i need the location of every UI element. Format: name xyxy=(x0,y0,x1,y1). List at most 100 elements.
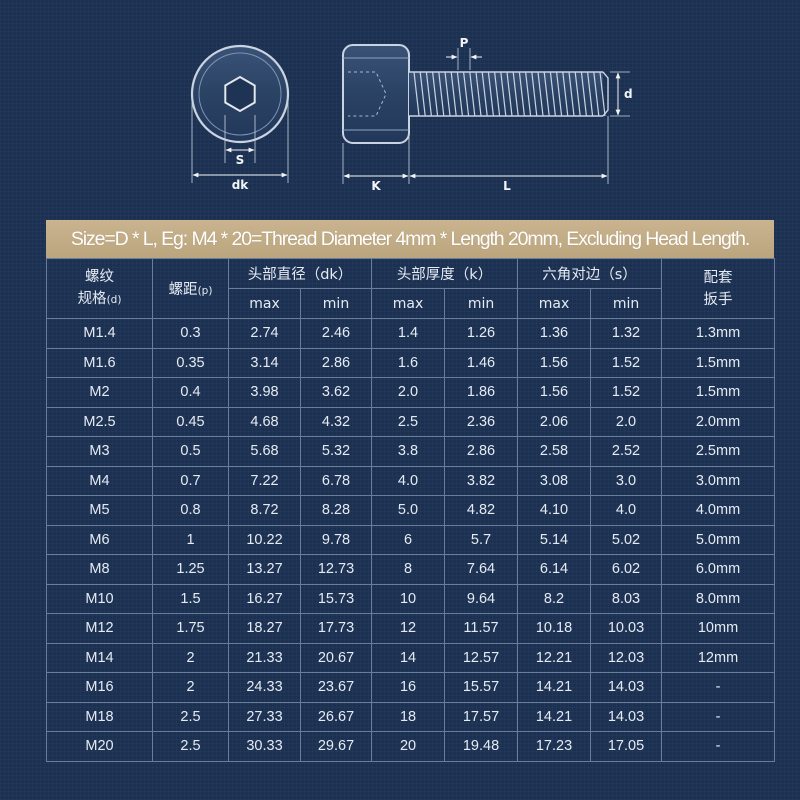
table-row: M12 1.75 18.27 17.73 12 11.57 10.18 10.03 10mm xyxy=(46,613,776,644)
thread-line xyxy=(494,71,501,117)
table-row: M2.5 0.45 4.68 4.32 2.5 2.36 2.06 2.0 2.0mm xyxy=(46,406,776,437)
table-cell: 7.22 xyxy=(228,465,301,496)
table-cell: 5.68 xyxy=(228,436,301,467)
header-head-diameter: 头部直径（dk） xyxy=(227,258,373,289)
table-cell: 4.68 xyxy=(228,406,301,437)
table-cell: 2.36 xyxy=(444,406,519,437)
table-body: M1.4 0.3 2.74 2.46 1.4 1.26 1.36 1.32 1.3mm M1.6 0… xyxy=(46,318,776,762)
thread-line xyxy=(419,71,426,117)
table-cell: 5.32 xyxy=(299,436,373,467)
table-cell: 10.22 xyxy=(228,524,301,555)
table-cell: 10.18 xyxy=(517,613,592,644)
screw-dimension-diagram: S dk P d K L xyxy=(190,36,633,193)
table-cell: 0.8 xyxy=(152,495,229,526)
k-label: K xyxy=(371,179,381,193)
thread-line xyxy=(593,71,600,117)
table-cell: 6.0mm xyxy=(661,554,776,585)
l-label: L xyxy=(503,179,511,193)
table-cell: 1.36 xyxy=(517,318,592,349)
table-cell: 2.5 xyxy=(371,406,446,437)
d-label: d xyxy=(624,87,633,101)
thread-line xyxy=(425,71,432,117)
table-cell: 2.86 xyxy=(444,436,519,467)
table-cell: M8 xyxy=(46,554,153,585)
table-cell: 2.0 xyxy=(590,406,663,437)
thread-line xyxy=(469,71,476,117)
table-row: M10 1.5 16.27 15.73 10 9.64 8.2 8.03 8.0mm xyxy=(46,583,776,614)
table-cell: 4.0mm xyxy=(661,495,776,526)
table-cell: - xyxy=(661,731,776,762)
table-cell: 30.33 xyxy=(228,731,301,762)
thread-line xyxy=(432,71,439,117)
table-cell: 9.78 xyxy=(299,524,373,555)
thread-line xyxy=(556,71,563,117)
table-cell: 8.2 xyxy=(517,583,592,614)
table-cell: 0.5 xyxy=(152,436,229,467)
header-wrench: 配套 扳手 xyxy=(661,258,776,319)
table-cell: 26.67 xyxy=(299,701,373,732)
table-cell: 15.57 xyxy=(444,672,519,703)
table-cell: 1.25 xyxy=(152,554,229,585)
table-row: M2 0.4 3.98 3.62 2.0 1.86 1.56 1.52 1.5mm xyxy=(46,377,776,408)
table-cell: 3.98 xyxy=(228,377,301,408)
table-cell: 0.3 xyxy=(152,318,229,349)
table-cell: 1.5mm xyxy=(661,377,776,408)
table-cell: 6.02 xyxy=(590,554,663,585)
table-cell: 12.57 xyxy=(444,642,519,673)
dk-label: dk xyxy=(232,178,250,192)
table-cell: 13.27 xyxy=(228,554,301,585)
table-row: M5 0.8 8.72 8.28 5.0 4.82 4.10 4.0 4.0mm xyxy=(46,495,776,526)
table-cell: 2 xyxy=(152,672,229,703)
table-cell: 16 xyxy=(371,672,446,703)
table-cell: 14.21 xyxy=(517,672,592,703)
screw-side-view: P d K L xyxy=(342,36,633,193)
thread-line xyxy=(450,71,457,117)
header-hex-across-flats: 六角对边（s） xyxy=(517,258,663,289)
table-cell: 3.8 xyxy=(371,436,446,467)
table-cell: 2.46 xyxy=(299,318,373,349)
table-cell: 2.74 xyxy=(228,318,301,349)
table-cell: 8.28 xyxy=(299,495,373,526)
thread-line xyxy=(475,71,482,117)
s-label: S xyxy=(236,153,245,167)
thread-line xyxy=(580,71,587,117)
head-top-view: S dk xyxy=(190,44,290,192)
table-cell: M1.4 xyxy=(46,318,153,349)
table-cell: 3.14 xyxy=(228,347,301,378)
table-cell: 24.33 xyxy=(228,672,301,703)
thread-line xyxy=(456,71,463,117)
thread-line xyxy=(512,71,519,117)
table-cell: - xyxy=(661,672,776,703)
table-cell: 14.03 xyxy=(590,672,663,703)
table-row: M3 0.5 5.68 5.32 3.8 2.86 2.58 2.52 2.5mm xyxy=(46,436,776,467)
thread-line xyxy=(543,71,550,117)
table-cell: 0.4 xyxy=(152,377,229,408)
table-cell: 4.0 xyxy=(590,495,663,526)
screw-spec-table: 螺纹 规格(d) 螺距(p) 头部直径（dk） 头部厚度（k） 六角对边（s） 配… xyxy=(46,258,776,762)
thread-line xyxy=(531,71,538,117)
thread-line xyxy=(463,71,470,117)
table-cell: 1.5mm xyxy=(661,347,776,378)
table-cell: 23.67 xyxy=(299,672,373,703)
table-cell: 27.33 xyxy=(228,701,301,732)
table-cell: M16 xyxy=(46,672,153,703)
table-cell: 0.35 xyxy=(152,347,229,378)
table-cell: 12mm xyxy=(661,642,776,673)
thread-line xyxy=(500,71,507,117)
thread-line xyxy=(487,71,494,117)
table-cell: M14 xyxy=(46,642,153,673)
table-cell: 2.58 xyxy=(517,436,592,467)
table-cell: 0.45 xyxy=(152,406,229,437)
table-cell: 5.0mm xyxy=(661,524,776,555)
table-cell: M2.5 xyxy=(46,406,153,437)
table-cell: 1.52 xyxy=(590,347,663,378)
table-cell: M18 xyxy=(46,701,153,732)
table-cell: 8.03 xyxy=(590,583,663,614)
table-cell: 1.26 xyxy=(444,318,519,349)
table-row: M1.6 0.35 3.14 2.86 1.6 1.46 1.56 1.52 1.5mm xyxy=(46,347,776,378)
table-cell: 1.56 xyxy=(517,347,592,378)
table-cell: 15.73 xyxy=(299,583,373,614)
thread-line xyxy=(574,71,581,117)
table-cell: 5.14 xyxy=(517,524,592,555)
table-cell: 1.32 xyxy=(590,318,663,349)
